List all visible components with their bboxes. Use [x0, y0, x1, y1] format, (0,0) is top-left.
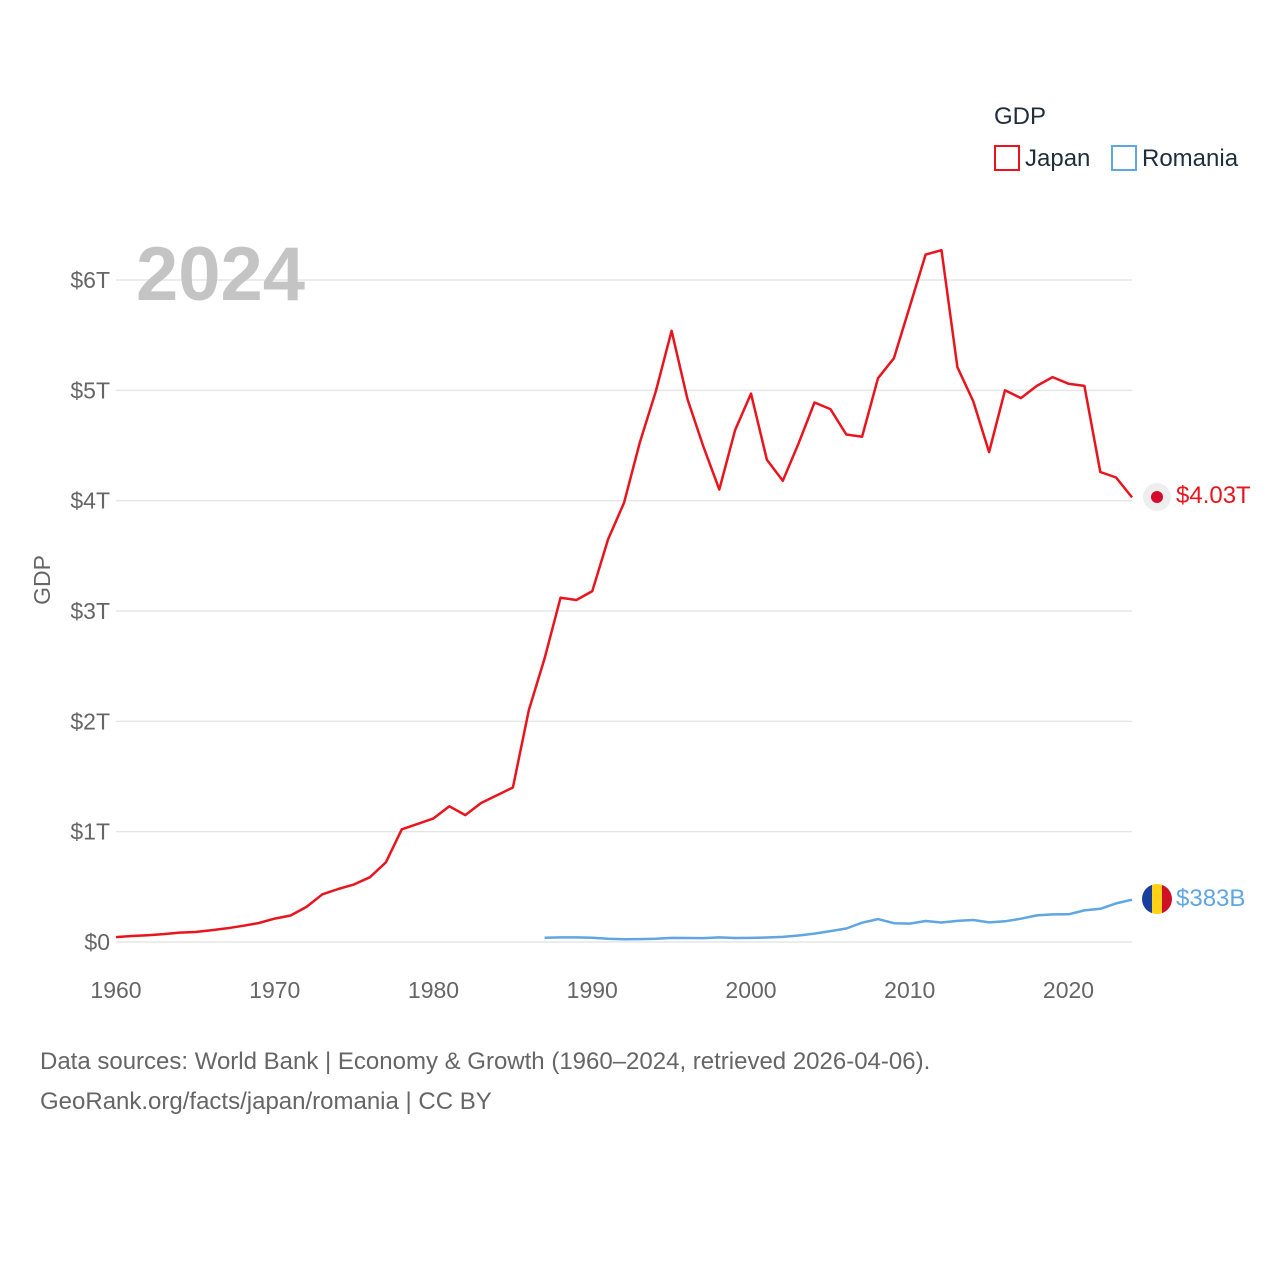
x-tick-label: 2010 [884, 977, 935, 1003]
legend-label-japan: Japan [1025, 145, 1090, 172]
x-tick-label: 1990 [567, 977, 618, 1003]
x-tick-label: 2000 [725, 977, 776, 1003]
x-tick-label: 1960 [90, 977, 141, 1003]
series-lines [115, 248, 1133, 941]
y-tick-label: $2T [70, 708, 110, 734]
x-axis-ticks: 1960 1970 1980 1990 2000 2010 2020 [90, 977, 1094, 1003]
legend: GDP Japan Romania [994, 103, 1239, 172]
legend-item-japan[interactable]: Japan [994, 145, 1090, 172]
legend-title: GDP [994, 103, 1046, 130]
y-tick-label: $3T [70, 598, 110, 624]
source-line: Data sources: World Bank | Economy & Gro… [40, 1048, 931, 1075]
series-line-japan[interactable] [115, 248, 1133, 939]
legend-item-romania[interactable]: Romania [1111, 145, 1239, 172]
romania-end-marker: $383B [1142, 884, 1245, 914]
grid-lines [116, 279, 1132, 943]
x-tick-label: 1980 [408, 977, 459, 1003]
romania-flag-icon [1142, 884, 1172, 914]
y-tick-label: $1T [70, 819, 110, 845]
source-link[interactable]: GeoRank.org/facts/japan/romania | CC BY [40, 1088, 492, 1115]
data-source-note: Data sources: World Bank | Economy & Gro… [40, 1042, 930, 1122]
japan-end-marker: $4.03T [1143, 482, 1251, 511]
japan-end-label: $4.03T [1176, 482, 1251, 509]
year-label: 2024 [136, 232, 305, 317]
y-tick-label: $6T [70, 267, 110, 293]
y-axis-ticks: $0 $1T $2T $3T $4T $5T $6T [70, 267, 110, 955]
series-line-romania[interactable] [544, 898, 1133, 941]
legend-swatch-romania [1111, 145, 1137, 171]
legend-label-romania: Romania [1142, 145, 1239, 172]
x-tick-label: 2020 [1043, 977, 1094, 1003]
romania-end-label: $383B [1176, 885, 1245, 912]
y-tick-label: $0 [84, 929, 110, 955]
y-tick-label: $4T [70, 488, 110, 514]
y-axis-title: GDP [29, 555, 55, 605]
x-tick-label: 1970 [249, 977, 300, 1003]
y-tick-label: $5T [70, 377, 110, 403]
japan-flag-disc [1151, 491, 1163, 503]
legend-swatch-japan [994, 145, 1020, 171]
